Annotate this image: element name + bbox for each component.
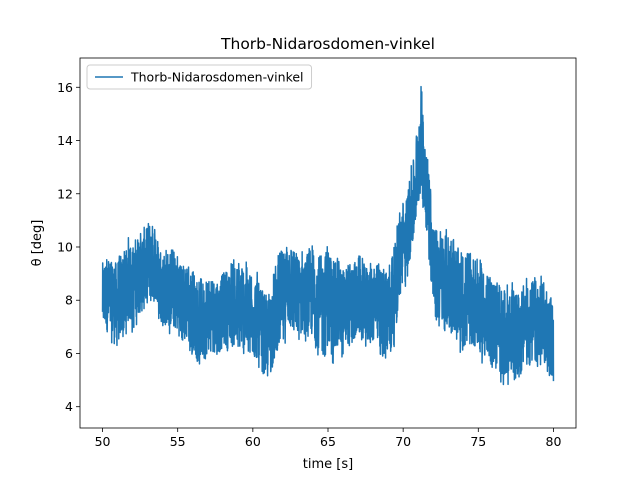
legend-entry: Thorb-Nidarosdomen-vinkel	[130, 70, 304, 85]
y-tick-label: 10	[57, 239, 73, 254]
plot-frame	[79, 57, 577, 429]
series-line	[101, 85, 555, 386]
y-axis-label: θ [deg]	[30, 220, 45, 267]
y-tick-label: 4	[65, 399, 73, 414]
x-tick-label: 70	[395, 434, 411, 449]
x-tick-label: 50	[95, 434, 111, 449]
plot-area	[80, 58, 576, 428]
y-axis-ticks: 4 6 8 10 12 14 16	[57, 80, 80, 414]
y-tick-label: 12	[57, 186, 73, 201]
x-axis-ticks: 50 55 60 65 70 75 80	[95, 428, 562, 449]
y-tick-label: 16	[57, 80, 73, 95]
y-tick-label: 8	[65, 293, 73, 308]
legend-box	[86, 64, 313, 90]
x-tick-label: 60	[245, 434, 261, 449]
x-tick-label: 80	[546, 434, 562, 449]
chart-title: Thorb-Nidarosdomen-vinkel	[220, 35, 435, 53]
x-axis-label: time [s]	[303, 457, 353, 472]
x-tick-label: 75	[470, 434, 486, 449]
legend: Thorb-Nidarosdomen-vinkel	[86, 64, 313, 90]
y-tick-label: 14	[57, 133, 73, 148]
x-tick-label: 55	[170, 434, 186, 449]
y-tick-label: 6	[65, 346, 73, 361]
x-tick-label: 65	[320, 434, 336, 449]
